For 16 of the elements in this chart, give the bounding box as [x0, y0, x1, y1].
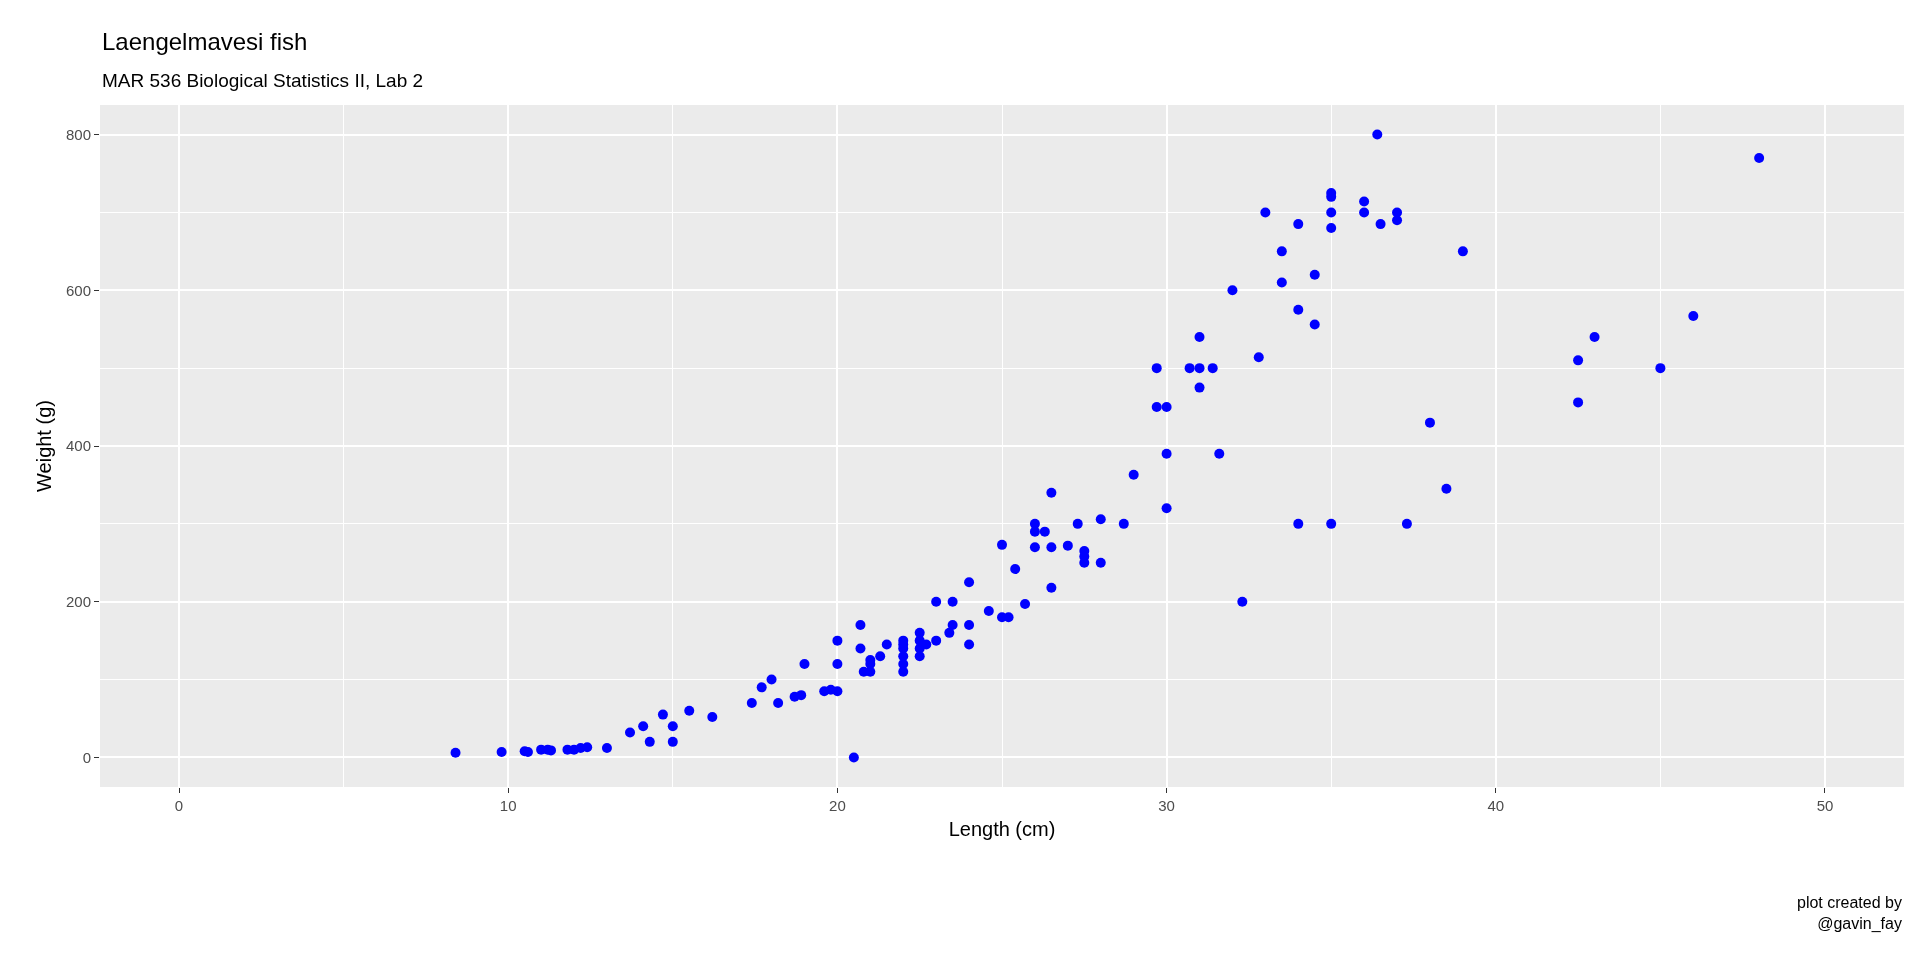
y-tick-label: 600 [65, 281, 91, 299]
y-tick-label: 400 [65, 437, 91, 455]
text: plot created by @gavin_fay [1797, 894, 1902, 933]
x-tick-label: 10 [499, 797, 517, 814]
x-axis-title: Length (cm) [948, 817, 1056, 840]
x-tick-label: 30 [1158, 797, 1175, 814]
x-tick-label: 20 [829, 797, 846, 814]
x-tick-label: 0 [174, 797, 184, 814]
y-tick-label: 200 [65, 592, 91, 610]
y-axis-title: Weight (g) [33, 400, 56, 492]
chart-title: Laengelmavesi fish [102, 28, 308, 55]
x-tick-label: 50 [1816, 797, 1834, 814]
y-tick-label: 0 [82, 748, 91, 766]
chart-subtitle: MAR 536 Biological Statistics II, Lab 2 [102, 70, 424, 91]
x-tick-label: 40 [1487, 797, 1505, 814]
y-tick-label: 800 [65, 125, 91, 143]
